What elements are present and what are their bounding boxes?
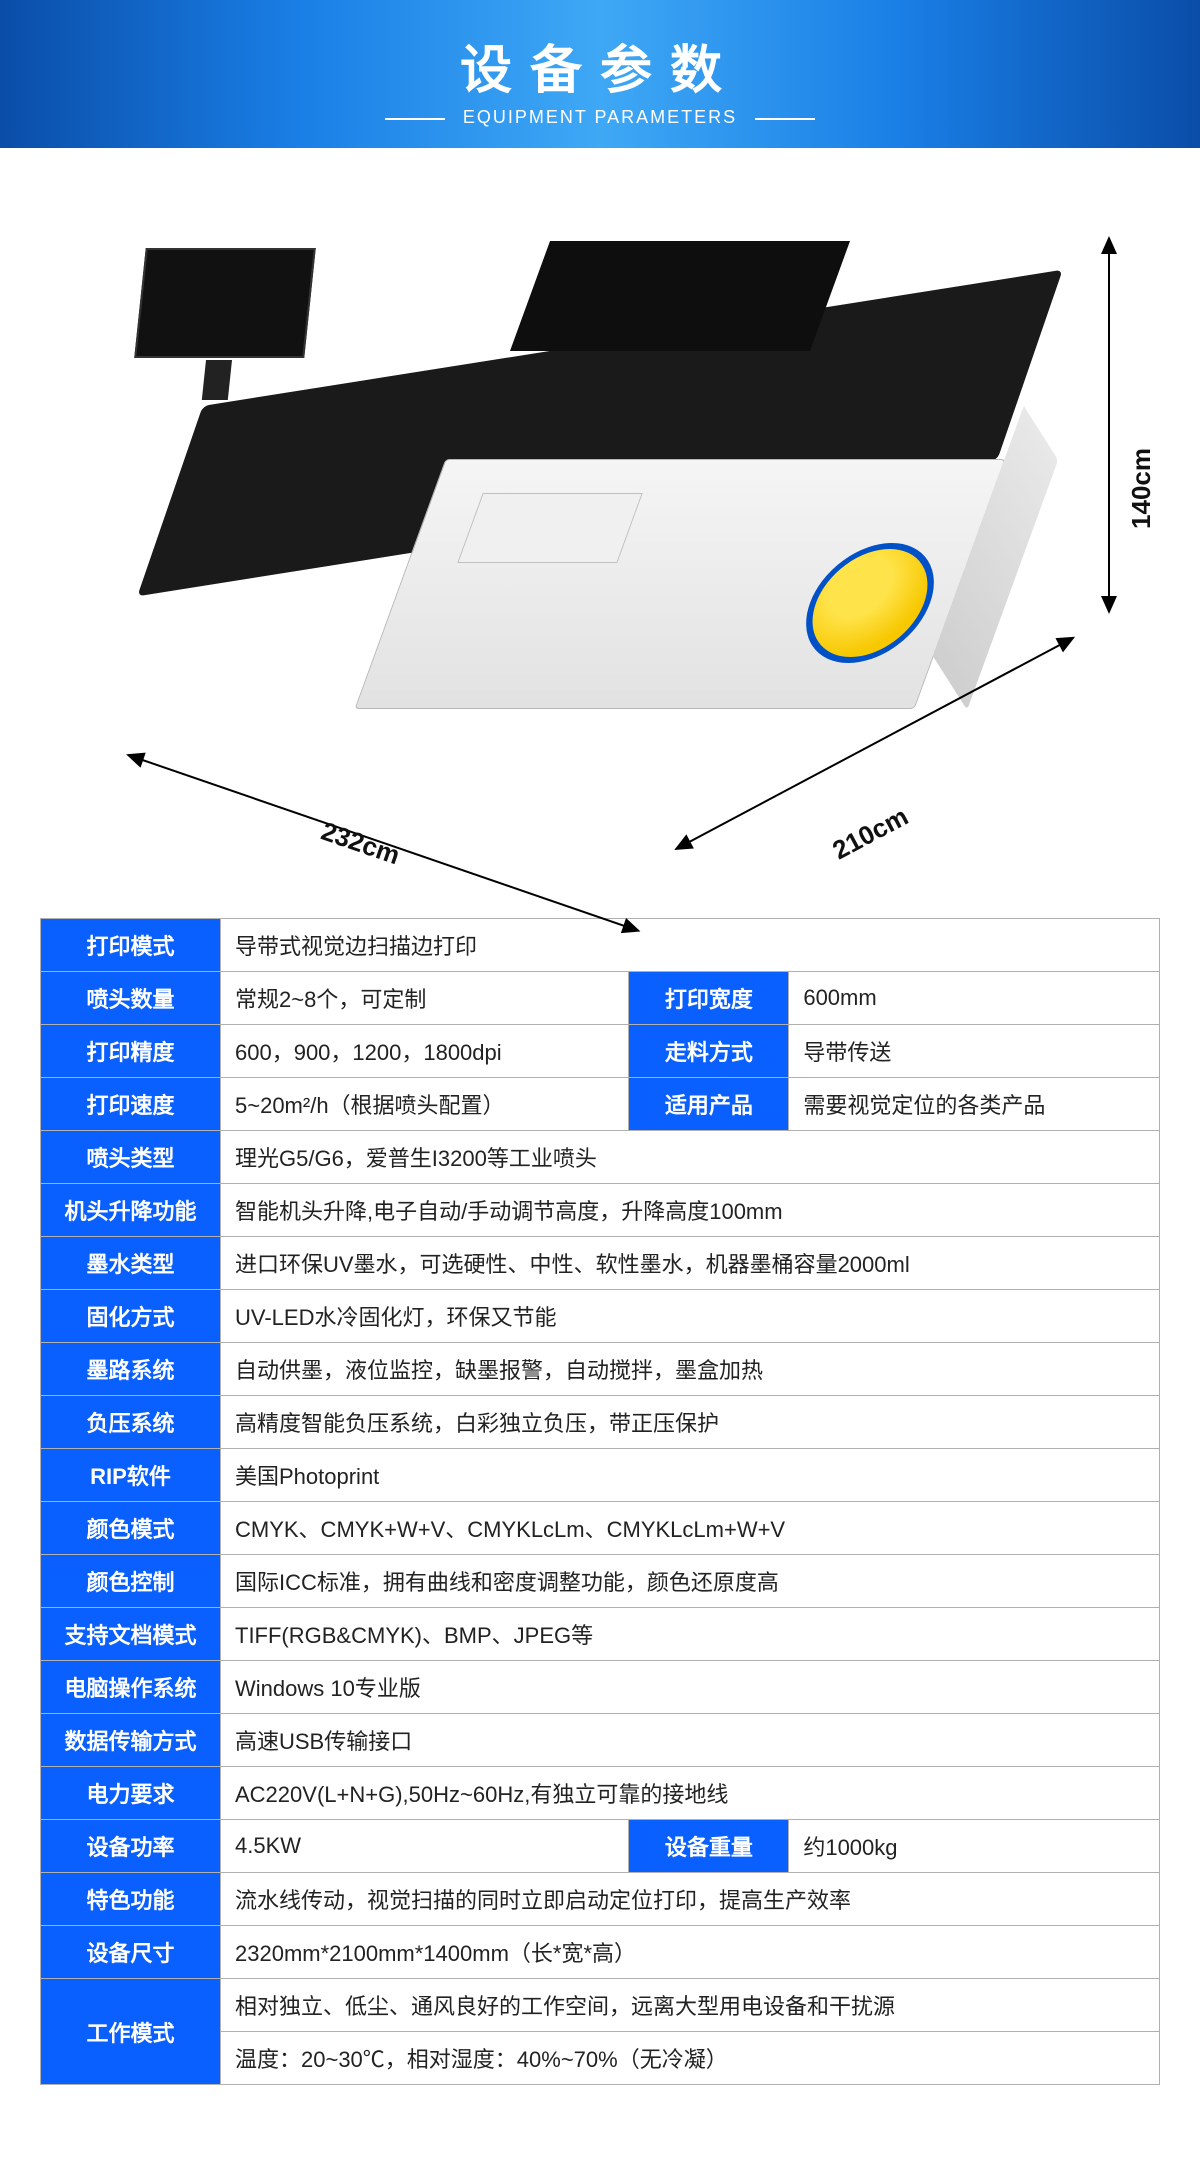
table-row: 负压系统高精度智能负压系统，白彩独立负压，带正压保护	[41, 1396, 1160, 1449]
spec-label: 打印速度	[41, 1078, 221, 1131]
spec-label: 负压系统	[41, 1396, 221, 1449]
spec-value: 需要视觉定位的各类产品	[789, 1078, 1160, 1131]
spec-value: 温度：20~30℃，相对湿度：40%~70%（无冷凝）	[221, 2032, 1160, 2085]
spec-value: 流水线传动，视觉扫描的同时立即启动定位打印，提高生产效率	[221, 1873, 1160, 1926]
spec-label: 适用产品	[629, 1078, 789, 1131]
spec-value: 相对独立、低尘、通风良好的工作空间，远离大型用电设备和干扰源	[221, 1979, 1160, 2032]
spec-value: 4.5KW	[221, 1820, 629, 1873]
spec-label: 设备重量	[629, 1820, 789, 1873]
spec-label: 喷头数量	[41, 972, 221, 1025]
table-row: 喷头数量常规2~8个，可定制打印宽度600mm	[41, 972, 1160, 1025]
table-row: 墨水类型进口环保UV墨水，可选硬性、中性、软性墨水，机器墨桶容量2000ml	[41, 1237, 1160, 1290]
spec-label: 电脑操作系统	[41, 1661, 221, 1714]
spec-label: 打印宽度	[629, 972, 789, 1025]
table-row: 支持文档模式TIFF(RGB&CMYK)、BMP、JPEG等	[41, 1608, 1160, 1661]
table-row: 打印模式导带式视觉边扫描边打印	[41, 919, 1160, 972]
spec-value: 导带式视觉边扫描边打印	[221, 919, 1160, 972]
spec-table-body: 打印模式导带式视觉边扫描边打印喷头数量常规2~8个，可定制打印宽度600mm打印…	[41, 919, 1160, 2085]
spec-value: AC220V(L+N+G),50Hz~60Hz,有独立可靠的接地线	[221, 1767, 1160, 1820]
header-banner: 设备参数 EQUIPMENT PARAMETERS	[0, 0, 1200, 148]
spec-value: 600，900，1200，1800dpi	[221, 1025, 629, 1078]
spec-value: 2320mm*2100mm*1400mm（长*宽*高）	[221, 1926, 1160, 1979]
page-subtitle: EQUIPMENT PARAMETERS	[445, 107, 755, 128]
dimension-length-label: 232cm	[317, 816, 404, 872]
table-row: 打印精度600，900，1200，1800dpi走料方式导带传送	[41, 1025, 1160, 1078]
dimension-width-label: 210cm	[827, 801, 913, 866]
spec-value: 进口环保UV墨水，可选硬性、中性、软性墨水，机器墨桶容量2000ml	[221, 1237, 1160, 1290]
spec-label: 墨路系统	[41, 1343, 221, 1396]
spec-label: 特色功能	[41, 1873, 221, 1926]
table-row: 电力要求AC220V(L+N+G),50Hz~60Hz,有独立可靠的接地线	[41, 1767, 1160, 1820]
spec-label: 颜色控制	[41, 1555, 221, 1608]
table-row: 固化方式UV-LED水冷固化灯，环保又节能	[41, 1290, 1160, 1343]
spec-value: 理光G5/G6，爱普生I3200等工业喷头	[221, 1131, 1160, 1184]
spec-label: 工作模式	[41, 1979, 221, 2085]
table-row: RIP软件美国Photoprint	[41, 1449, 1160, 1502]
table-row: 设备功率4.5KW设备重量约1000kg	[41, 1820, 1160, 1873]
spec-value: 常规2~8个，可定制	[221, 972, 629, 1025]
table-row: 数据传输方式高速USB传输接口	[41, 1714, 1160, 1767]
spec-label: 固化方式	[41, 1290, 221, 1343]
table-row: 打印速度5~20m²/h（根据喷头配置）适用产品需要视觉定位的各类产品	[41, 1078, 1160, 1131]
spec-label: 墨水类型	[41, 1237, 221, 1290]
spec-label: 喷头类型	[41, 1131, 221, 1184]
spec-value: 美国Photoprint	[221, 1449, 1160, 1502]
printer-illustration	[170, 223, 1030, 723]
spec-value: 自动供墨，液位监控，缺墨报警，自动搅拌，墨盒加热	[221, 1343, 1160, 1396]
spec-value: CMYK、CMYK+W+V、CMYKLcLm、CMYKLcLm+W+V	[221, 1502, 1160, 1555]
table-row: 电脑操作系统Windows 10专业版	[41, 1661, 1160, 1714]
spec-label: 设备功率	[41, 1820, 221, 1873]
spec-value: 5~20m²/h（根据喷头配置）	[221, 1078, 629, 1131]
table-row: 工作模式相对独立、低尘、通风良好的工作空间，远离大型用电设备和干扰源	[41, 1979, 1160, 2032]
spec-value: 约1000kg	[789, 1820, 1160, 1873]
page-title: 设备参数	[0, 28, 1200, 103]
spec-value: 智能机头升降,电子自动/手动调节高度，升降高度100mm	[221, 1184, 1160, 1237]
spec-label: 电力要求	[41, 1767, 221, 1820]
spec-value: 高精度智能负压系统，白彩独立负压，带正压保护	[221, 1396, 1160, 1449]
dimension-height-label: 140cm	[1126, 448, 1157, 529]
spec-label: 支持文档模式	[41, 1608, 221, 1661]
spec-value: 国际ICC标准，拥有曲线和密度调整功能，颜色还原度高	[221, 1555, 1160, 1608]
spec-label: 数据传输方式	[41, 1714, 221, 1767]
spec-label: 设备尺寸	[41, 1926, 221, 1979]
spec-table: 打印模式导带式视觉边扫描边打印喷头数量常规2~8个，可定制打印宽度600mm打印…	[40, 918, 1160, 2085]
spec-label: RIP软件	[41, 1449, 221, 1502]
spec-label: 机头升降功能	[41, 1184, 221, 1237]
spec-value: UV-LED水冷固化灯，环保又节能	[221, 1290, 1160, 1343]
spec-value: 导带传送	[789, 1025, 1160, 1078]
spec-label: 颜色模式	[41, 1502, 221, 1555]
spec-value: 600mm	[789, 972, 1160, 1025]
table-row: 颜色控制国际ICC标准，拥有曲线和密度调整功能，颜色还原度高	[41, 1555, 1160, 1608]
table-row: 喷头类型理光G5/G6，爱普生I3200等工业喷头	[41, 1131, 1160, 1184]
table-row: 特色功能流水线传动，视觉扫描的同时立即启动定位打印，提高生产效率	[41, 1873, 1160, 1926]
table-row: 颜色模式CMYK、CMYK+W+V、CMYKLcLm、CMYKLcLm+W+V	[41, 1502, 1160, 1555]
spec-value: Windows 10专业版	[221, 1661, 1160, 1714]
spec-label: 走料方式	[629, 1025, 789, 1078]
table-row: 墨路系统自动供墨，液位监控，缺墨报警，自动搅拌，墨盒加热	[41, 1343, 1160, 1396]
spec-value: TIFF(RGB&CMYK)、BMP、JPEG等	[221, 1608, 1160, 1661]
equipment-figure: 232cm 210cm 140cm	[0, 148, 1200, 908]
spec-label: 打印精度	[41, 1025, 221, 1078]
table-row: 设备尺寸2320mm*2100mm*1400mm（长*宽*高）	[41, 1926, 1160, 1979]
spec-value: 高速USB传输接口	[221, 1714, 1160, 1767]
spec-label: 打印模式	[41, 919, 221, 972]
table-row: 机头升降功能智能机头升降,电子自动/手动调节高度，升降高度100mm	[41, 1184, 1160, 1237]
monitor-icon	[134, 248, 316, 358]
dimension-arrow-height	[1108, 238, 1110, 612]
